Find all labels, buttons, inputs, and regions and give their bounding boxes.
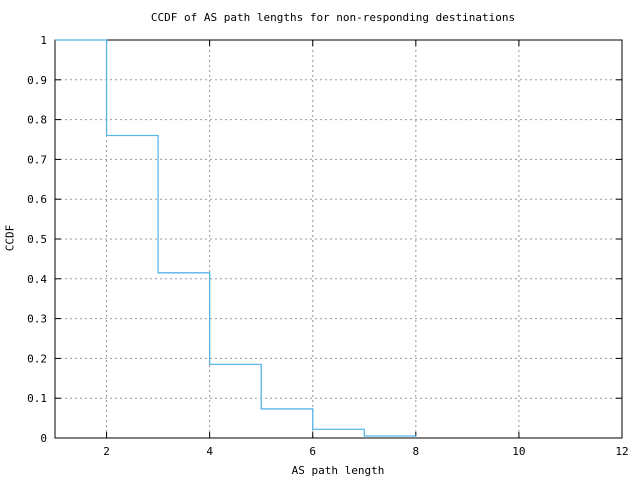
y-tick-label: 0.7 [27, 153, 47, 166]
x-tick-label: 4 [206, 445, 213, 458]
y-tick-label: 0.2 [27, 352, 47, 365]
x-tick-label: 6 [309, 445, 316, 458]
y-tick-label: 0.6 [27, 193, 47, 206]
x-tick-label: 2 [103, 445, 110, 458]
ccdf-step-line [55, 39, 417, 438]
y-tick-label: 0.1 [27, 392, 47, 405]
y-tick-label: 0.9 [27, 74, 47, 87]
y-tick-label: 0 [40, 432, 47, 445]
y-tick-label: 0.3 [27, 313, 47, 326]
x-axis-label: AS path length [291, 464, 385, 477]
y-tick-label: 0.8 [27, 114, 47, 127]
chart-title: CCDF of AS path lengths for non-respondi… [150, 11, 516, 24]
y-axis-label: CCDF [3, 224, 17, 252]
y-tick-label: 0.5 [27, 233, 47, 246]
y-tick-label: 0.4 [27, 273, 47, 286]
x-tick-label: 8 [413, 445, 420, 458]
x-tick-label: 10 [512, 445, 525, 458]
y-tick-label: 1 [40, 34, 47, 47]
x-tick-label: 12 [615, 445, 628, 458]
